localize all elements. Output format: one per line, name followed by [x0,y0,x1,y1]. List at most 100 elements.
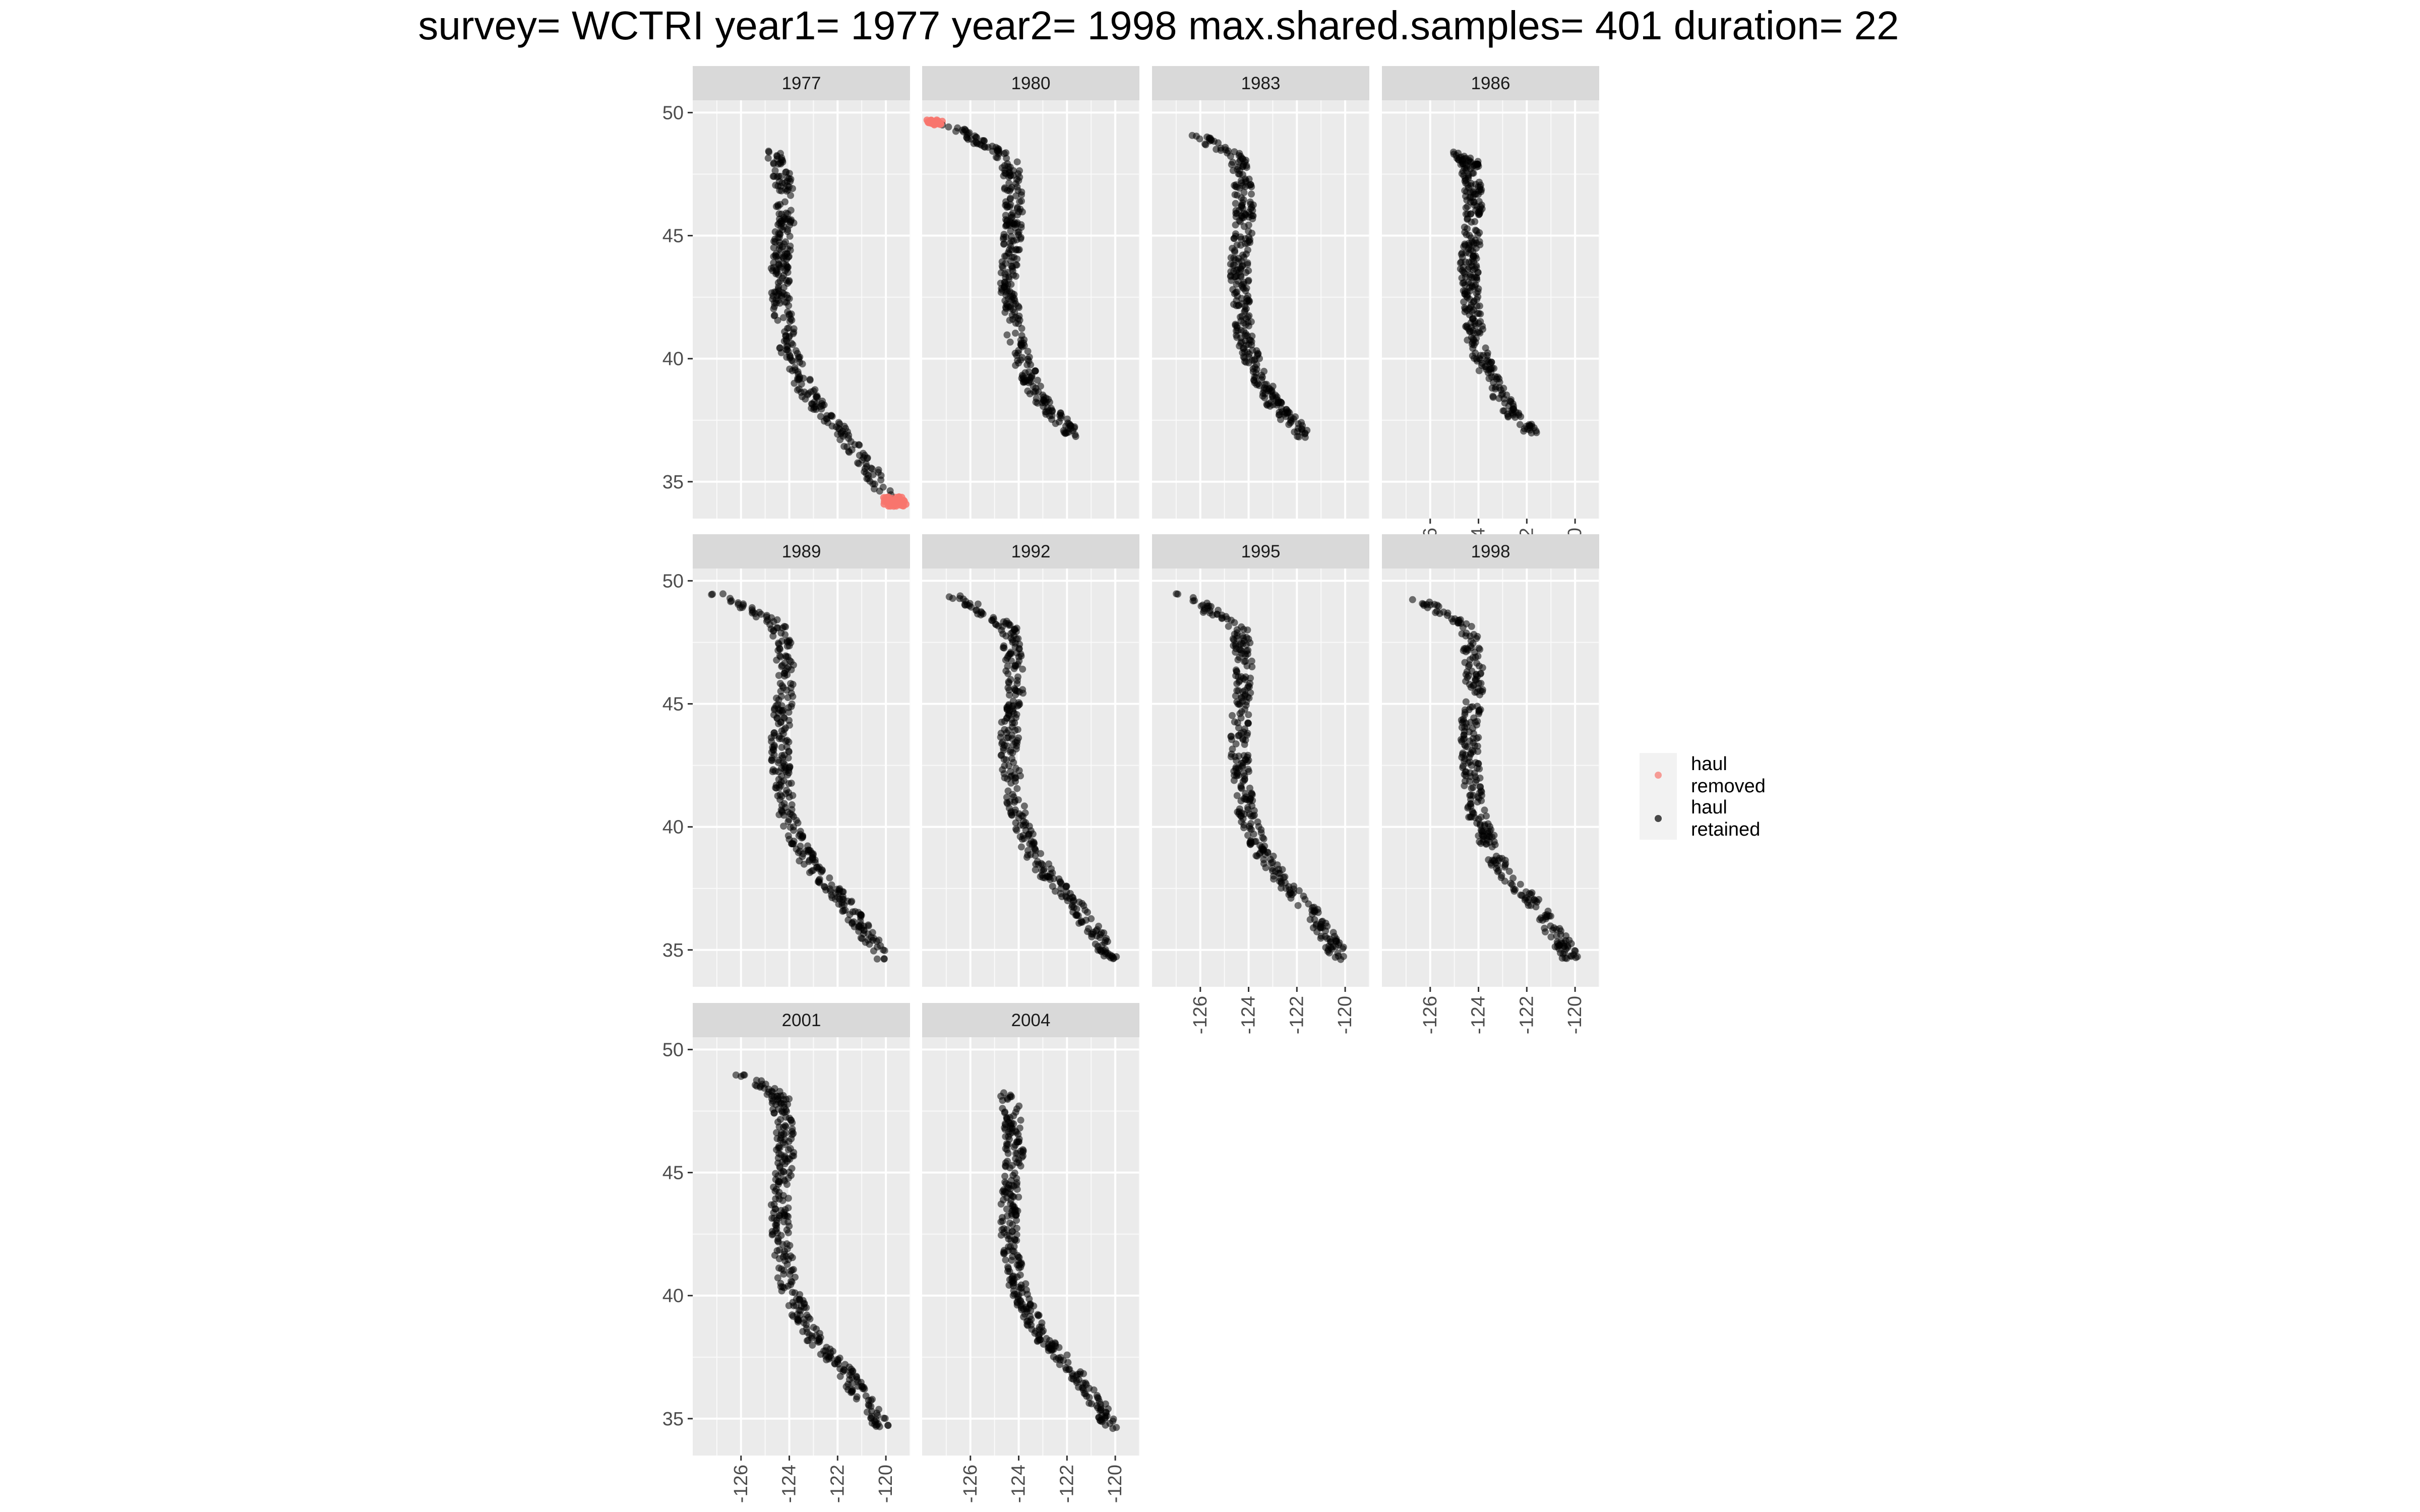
facet-strip-label: 1977 [782,74,821,93]
haul-point-retained [1010,759,1017,766]
haul-point-retained [1002,212,1009,219]
haul-point-retained [768,1215,776,1222]
haul-point-retained [795,832,803,840]
haul-point-retained [1517,880,1524,888]
facet-strip [1152,66,1369,100]
haul-point-retained [1495,395,1503,402]
haul-point-retained [802,395,809,403]
haul-point-retained [1008,772,1015,780]
haul-point-retained [1258,376,1265,384]
haul-point-retained [1268,865,1276,872]
haul-point-retained [782,1113,790,1121]
haul-point-retained [1001,297,1009,304]
haul-point-retained [790,823,797,831]
haul-point-retained [785,1146,792,1154]
haul-point-retained [1501,861,1508,869]
haul-point-retained [1231,191,1239,199]
haul-point-retained [1475,328,1483,336]
haul-point-retained [774,1118,781,1126]
haul-point-retained [1011,1206,1019,1213]
haul-point-retained [781,1141,789,1148]
haul-point-retained [1481,806,1488,814]
haul-point-retained [1298,419,1305,426]
haul-point-retained [1004,1184,1011,1191]
haul-point-retained [1002,233,1010,241]
haul-point-retained [1015,1254,1023,1262]
haul-point-retained [1469,352,1476,359]
haul-point-retained [784,1194,792,1202]
haul-point-retained [1468,622,1475,630]
haul-point-retained [855,927,863,935]
haul-point-retained [1014,357,1021,364]
haul-point-retained [1065,428,1072,436]
haul-point-retained [818,405,825,413]
haul-point-retained [945,123,952,131]
legend-label: haul [1691,753,1727,775]
haul-point-retained [865,921,872,929]
haul-point-retained [783,665,791,672]
haul-point-retained [1244,259,1251,267]
haul-point-retained [1229,712,1236,719]
haul-point-retained [778,743,785,751]
haul-point-retained [1005,163,1012,170]
haul-point-retained [1340,953,1347,960]
haul-point-retained [1232,649,1239,656]
haul-point-retained [1459,156,1467,163]
haul-point-retained [1012,1211,1020,1218]
y-tick-label: 35 [662,940,684,961]
x-tick-label: -122 [1056,1465,1077,1503]
facet-strip [693,1003,910,1037]
haul-point-retained [1244,720,1252,727]
haul-point-removed [887,502,894,510]
haul-point-retained [1477,318,1484,325]
haul-point-retained [1233,687,1241,695]
haul-point-retained [1057,409,1064,417]
facet-panel-1977: 1977 35 40 45 50 [662,66,911,519]
haul-point-retained [774,1274,781,1282]
haul-point-retained [1246,839,1254,846]
haul-point-retained [756,1084,764,1091]
haul-point-retained [853,1393,861,1401]
haul-point-retained [770,729,778,736]
haul-point-retained [737,604,744,611]
haul-point-retained [1248,791,1256,798]
facet-strip [693,66,910,100]
haul-point-retained [1000,1196,1007,1204]
haul-point-retained [877,476,885,484]
haul-point-retained [1249,368,1257,375]
haul-point-retained [773,153,781,160]
haul-point-retained [1063,1366,1070,1373]
haul-point-retained [1465,663,1472,670]
haul-point-retained [1466,753,1473,761]
haul-point-retained [778,662,786,669]
haul-point-retained [1245,267,1252,275]
haul-point-retained [1039,391,1047,399]
haul-point-retained [1242,702,1250,709]
haul-point-retained [797,842,804,850]
x-tick-label: -120 [1105,1465,1126,1503]
haul-point-retained [879,483,887,491]
haul-point-retained [1244,804,1251,811]
haul-point-retained [1026,1301,1034,1309]
haul-point-retained [809,1342,816,1349]
haul-point-retained [1003,221,1011,229]
haul-point-retained [781,672,789,680]
facet-panel-1998: 1998 -126 -124 -122 -120 [1382,534,1600,1034]
haul-point-retained [875,466,882,474]
haul-point-retained [1475,367,1483,374]
haul-point-retained [1243,647,1250,655]
haul-point-retained [1231,248,1239,256]
haul-point-retained [1325,949,1333,957]
haul-point-retained [1015,1102,1023,1110]
haul-point-retained [1472,191,1480,198]
haul-point-retained [1481,823,1488,830]
haul-point-retained [1463,188,1470,196]
haul-point-retained [1457,265,1464,273]
haul-point-retained [780,823,788,830]
haul-point-retained [1077,919,1085,926]
haul-point-retained [783,736,791,744]
haul-point-retained [1236,170,1243,178]
haul-point-retained [1237,714,1245,722]
x-tick-label: -126 [1420,996,1441,1034]
haul-point-retained [1020,1313,1027,1320]
